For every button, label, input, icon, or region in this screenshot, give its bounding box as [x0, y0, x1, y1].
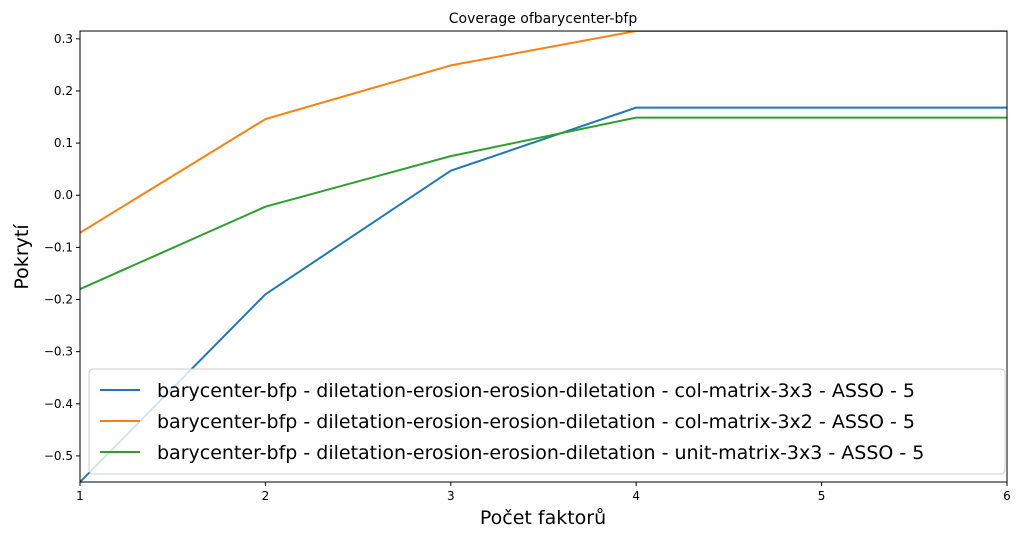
legend-label-2: barycenter-bfp - diletation-erosion-eros…: [157, 411, 915, 433]
y-tick-label: −0.3: [44, 345, 73, 359]
series-layer: [80, 31, 1007, 482]
y-tick-label: −0.2: [44, 293, 73, 307]
x-tick-label: 5: [818, 489, 826, 503]
x-axis: 1 2 3 4 5 6: [76, 482, 1011, 503]
y-axis: −0.5 −0.4 −0.3 −0.2 −0.1 0.0 0.1 0.2 0.3: [44, 32, 80, 463]
legend-box: [88, 368, 1006, 475]
y-tick-label: −0.5: [44, 449, 73, 463]
y-axis-label: Pokrytí: [11, 224, 33, 290]
x-tick-label: 6: [1003, 489, 1011, 503]
y-tick-label: 0.1: [54, 136, 73, 150]
y-tick-label: 0.3: [54, 32, 73, 46]
plot-frame: [79, 30, 1008, 483]
series-line-3: [80, 116, 1007, 291]
legend: barycenter-bfp - diletation-erosion-eros…: [88, 368, 1006, 475]
chart-title: Coverage ofbarycenter-bfp: [449, 11, 638, 27]
legend-label-3: barycenter-bfp - diletation-erosion-eros…: [157, 442, 924, 464]
series-line-2: [80, 31, 1007, 234]
y-tick-label: −0.4: [44, 397, 73, 411]
y-tick-label: −0.1: [44, 240, 73, 254]
x-tick-label: 2: [262, 489, 270, 503]
y-tick-label: 0.2: [54, 84, 73, 98]
x-tick-label: 3: [447, 489, 455, 503]
x-tick-label: 1: [76, 489, 84, 503]
legend-label-1: barycenter-bfp - diletation-erosion-eros…: [157, 380, 915, 402]
x-axis-label: Počet faktorů: [480, 507, 606, 529]
series-line-1: [80, 106, 1007, 482]
y-tick-label: 0.0: [54, 188, 73, 202]
x-tick-label: 4: [632, 489, 640, 503]
